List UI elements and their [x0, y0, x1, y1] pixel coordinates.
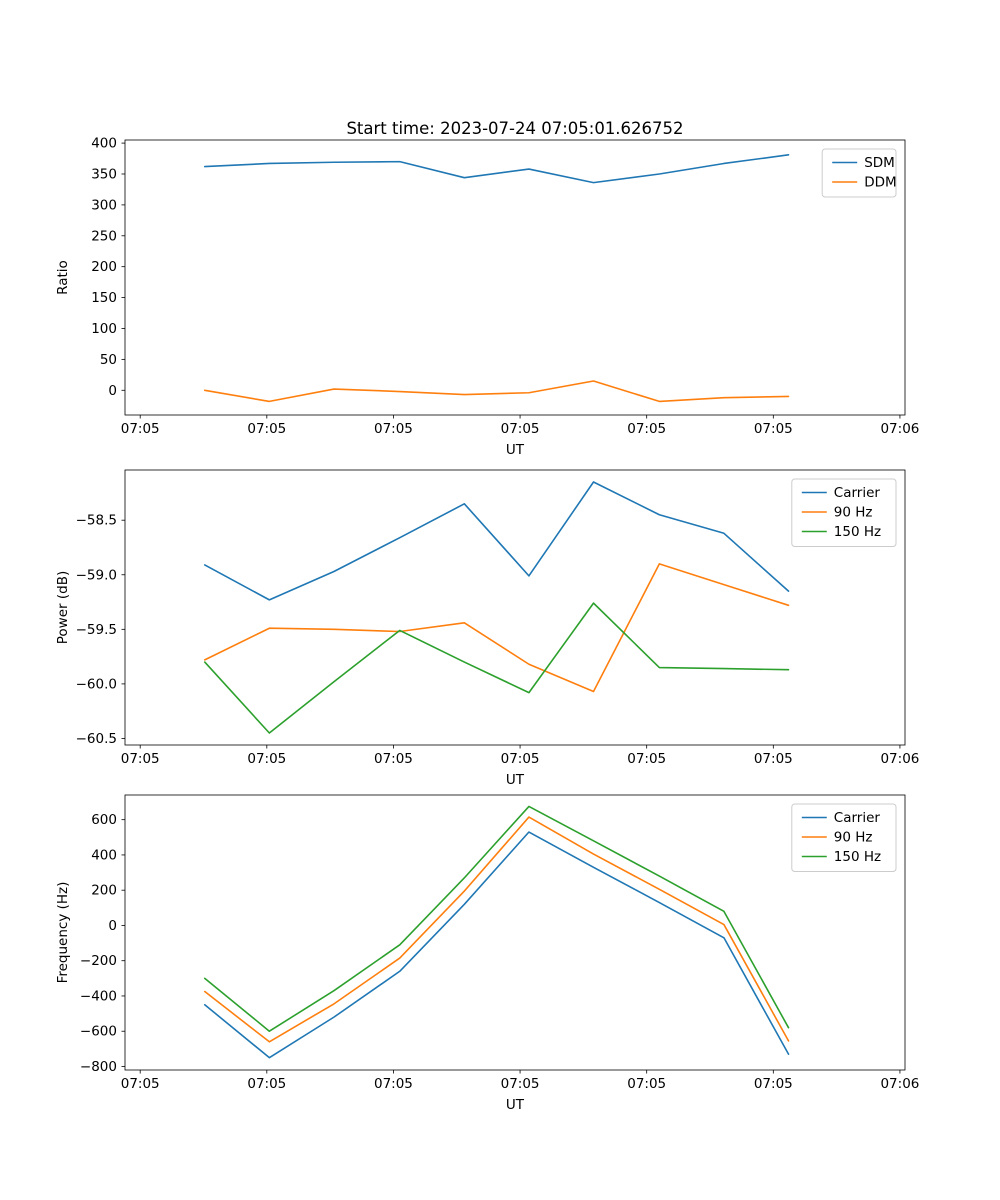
legend: SDM DDM	[821, 148, 897, 198]
legend-box	[821, 148, 897, 198]
y-axis-label: Frequency (Hz)	[55, 882, 71, 984]
y-tick-label: 200	[91, 259, 117, 275]
x-tick-label: 07:05	[374, 1076, 413, 1092]
x-tick-label: 07:05	[627, 751, 666, 767]
series-line-90-hz	[203, 816, 790, 1043]
y-tick-label: 0	[108, 918, 117, 934]
y-axis-label: Power (dB)	[55, 571, 71, 644]
series-line-carrier	[203, 481, 790, 601]
y-tick-label: −400	[80, 988, 117, 1004]
x-tick-label: 07:05	[247, 421, 286, 437]
y-tick-label: 150	[91, 290, 117, 306]
x-tick-label: 07:05	[374, 751, 413, 767]
y-tick-label: 50	[100, 352, 117, 368]
x-tick-label: 07:05	[501, 751, 540, 767]
series-line-90-hz	[203, 563, 790, 693]
x-tick-label: 07:05	[374, 421, 413, 437]
legend-label: DDM	[864, 175, 896, 191]
y-tick-label: −200	[80, 953, 117, 969]
x-tick-label: 07:05	[627, 421, 666, 437]
x-tick-label: 07:05	[501, 421, 540, 437]
subplot-2: 07:05 07:05 07:05 07:05 07:05 07:05 07:06 −58.5…	[55, 469, 919, 788]
axes-frame	[124, 794, 906, 1071]
series-line-150-hz	[203, 602, 790, 734]
x-tick-label: 07:05	[121, 1076, 160, 1092]
axes-frame	[124, 469, 906, 746]
y-tick-label: −60.5	[76, 731, 117, 747]
series-line-ddm	[203, 380, 790, 403]
legend-box	[791, 803, 897, 872]
y-tick-label: 400	[91, 136, 117, 152]
legend: Carrier 90 Hz 150 Hz	[791, 803, 897, 872]
y-tick-label: −600	[80, 1024, 117, 1040]
subplot-1: 07:05 07:05 07:05 07:05 07:05 07:05 07:06 0 50 10…	[55, 136, 919, 458]
y-tick-label: 250	[91, 228, 117, 244]
legend-label: 90 Hz	[834, 505, 873, 521]
y-tick-label: −59.0	[76, 567, 117, 583]
x-tick-label: 07:05	[754, 421, 793, 437]
y-tick-label: −58.5	[76, 513, 117, 529]
x-tick-label: 07:05	[754, 751, 793, 767]
series-line-150-hz	[203, 805, 790, 1033]
y-axis-label: Ratio	[55, 260, 71, 295]
x-tick-label: 07:06	[880, 1076, 919, 1092]
x-tick-label: 07:05	[754, 1076, 793, 1092]
legend-label: Carrier	[834, 810, 881, 826]
y-tick-label: 100	[91, 321, 117, 337]
y-tick-label: 200	[91, 883, 117, 899]
legend-label: 90 Hz	[834, 830, 873, 846]
y-tick-label: 600	[91, 812, 117, 828]
x-tick-label: 07:05	[627, 1076, 666, 1092]
legend-label: 150 Hz	[834, 849, 881, 865]
x-tick-label: 07:05	[501, 1076, 540, 1092]
y-tick-label: 400	[91, 847, 117, 863]
legend-label: 150 Hz	[834, 524, 881, 540]
y-tick-label: 300	[91, 197, 117, 213]
legend: Carrier 90 Hz 150 Hz	[791, 478, 897, 547]
subplot-3: 07:05 07:05 07:05 07:05 07:05 07:05 07:06 600 40…	[55, 794, 919, 1113]
series-line-carrier	[203, 831, 790, 1059]
x-tick-label: 07:06	[880, 751, 919, 767]
y-tick-label: −60.0	[76, 676, 117, 692]
y-tick-label: −59.5	[76, 622, 117, 638]
legend-box	[791, 478, 897, 547]
x-axis-label: UT	[506, 442, 525, 458]
y-tick-label: −800	[80, 1059, 117, 1075]
x-tick-label: 07:05	[121, 421, 160, 437]
axes-frame	[124, 139, 906, 416]
series-line-sdm	[203, 154, 790, 184]
x-axis-label: UT	[506, 1097, 525, 1113]
x-tick-label: 07:05	[247, 751, 286, 767]
legend-label: SDM	[864, 155, 895, 171]
chart-title: Start time: 2023-07-24 07:05:01.626752	[346, 119, 684, 138]
x-axis-label: UT	[506, 772, 525, 788]
y-tick-label: 350	[91, 166, 117, 182]
y-tick-label: 0	[108, 383, 117, 399]
x-tick-label: 07:05	[121, 751, 160, 767]
legend-label: Carrier	[834, 485, 881, 501]
x-tick-label: 07:06	[880, 421, 919, 437]
x-tick-label: 07:05	[247, 1076, 286, 1092]
